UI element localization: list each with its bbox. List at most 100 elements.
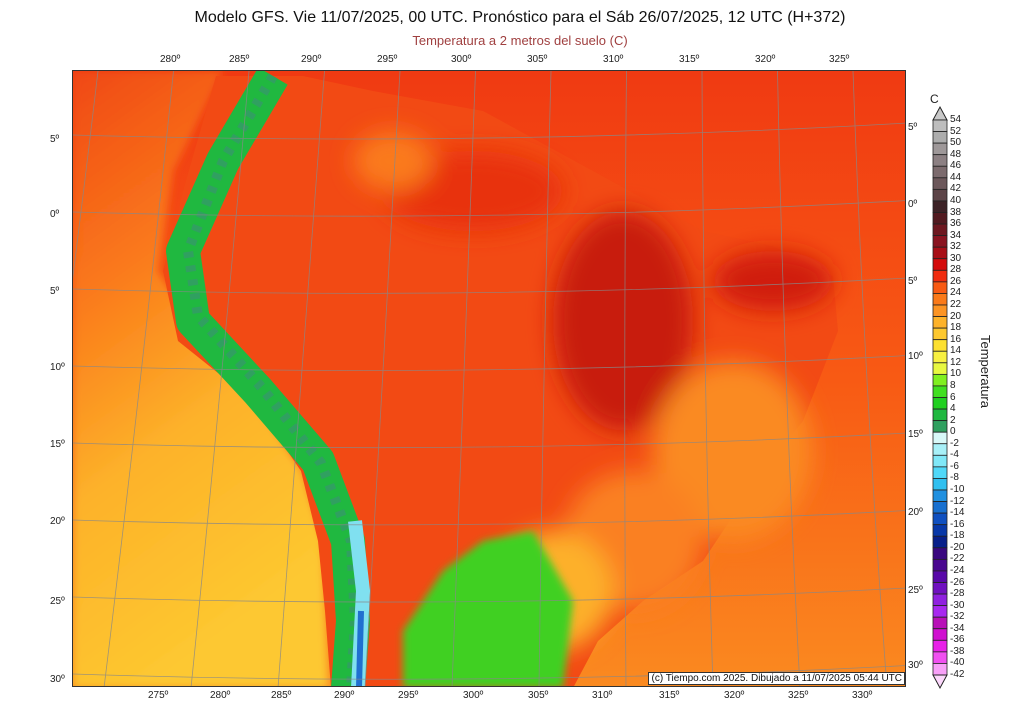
colorbar-label: 20 [950,310,962,322]
colorbar-bin [932,443,948,456]
colorbar-bin [932,223,948,237]
colorbar-label: 42 [950,183,962,195]
left-lat-label: 30º [50,674,65,685]
bottom-lon-label: 305º [528,690,549,701]
right-lat-label: 15º [908,429,923,440]
colorbar-bin [932,200,948,213]
graticule-line [73,277,905,294]
colorbar-label: -4 [950,449,959,461]
left-lat-label: 5º [50,134,60,145]
right-lat-label: 30º [908,660,923,671]
colorbar-label: -20 [950,541,965,553]
colorbar-label: 26 [950,275,962,287]
right-lat-label: 25º [908,585,923,596]
colorbar-bin [932,327,948,341]
colorbar-bin [932,154,948,167]
top-lon-label: 280º [160,54,181,65]
colorbar-label: -2 [950,437,959,449]
top-lon-label: 305º [527,54,548,65]
graticule-line [73,587,905,603]
colorbar-bin [932,212,948,225]
colorbar-bin [932,431,948,445]
bottom-lon-label: 325º [788,690,809,701]
colorbar-label: 14 [950,345,962,357]
colorbar-label: 36 [950,218,962,230]
colorbar-bin [932,663,948,676]
cool-region-south [403,531,573,686]
colorbar [932,105,948,690]
colorbar-bin [932,639,948,653]
colorbar-label: -14 [950,507,965,519]
graticule-line [852,71,888,686]
graticule-line [73,122,905,140]
graticule-line [624,71,627,686]
colorbar-bin [932,547,948,560]
left-lat-label: 10º [50,362,65,373]
andes-highlands [182,73,361,686]
colorbar-bin [932,293,948,306]
colorbar-top-arrow [932,105,948,121]
left-lat-label: 20º [50,516,65,527]
colorbar-label: -36 [950,634,965,646]
colorbar-label: 50 [950,137,962,149]
bottom-lon-label: 315º [659,690,680,701]
bottom-lon-label: 300º [463,690,484,701]
colorbar-unit: C [930,92,939,106]
colorbar-bin [932,582,948,595]
colorbar-bin [932,373,948,387]
colorbar-label: -32 [950,611,965,623]
colorbar-bin [932,454,948,468]
top-lon-label: 295º [377,54,398,65]
bottom-lon-label: 320º [724,690,745,701]
colorbar-bin [932,258,948,271]
colorbar-bin [932,605,948,618]
right-lat-label: 5º [908,122,918,133]
colorbar-label: 30 [950,252,962,264]
colorbar-bin [932,165,948,179]
top-lon-label: 315º [679,54,700,65]
graticule-line [73,200,905,217]
colorbar-title: Temperatura [978,335,993,408]
top-lon-label: 310º [603,54,624,65]
colorbar-bin [932,651,948,664]
graticule-line [103,71,174,686]
right-lat-label: 10º [908,351,923,362]
colorbar-bottom-arrow [932,674,948,690]
bottom-lon-label: 295º [398,690,419,701]
colorbar-label: 16 [950,333,962,345]
colorbar-label: 18 [950,322,962,334]
colorbar-label: -22 [950,553,965,565]
colorbar-bin [932,466,948,479]
colorbar-bin [932,119,948,132]
colorbar-label: -6 [950,460,959,472]
graticule-line [73,355,905,371]
colorbar-label: 32 [950,241,962,253]
colorbar-label: 54 [950,114,962,125]
left-lat-label: 0º [50,209,60,220]
bottom-lon-label: 290º [334,690,355,701]
graticule-line [190,71,250,686]
colorbar-label: -38 [950,645,965,657]
left-lat-label: 5º [50,286,60,297]
map-title: Modelo GFS. Vie 11/07/2025, 00 UTC. Pron… [194,9,846,26]
graticule-line [73,432,905,449]
left-lat-label: 15º [50,439,65,450]
colorbar-bin [932,535,948,549]
colorbar-label: 28 [950,264,962,276]
graticule-line [73,71,99,279]
colorbar-label: -10 [950,484,965,495]
graticule-line [73,510,905,526]
colorbar-label: -26 [950,576,965,588]
colorbar-bin [932,478,948,491]
graticule-line [701,71,714,686]
colorbar-label: -34 [950,622,965,634]
colorbar-label: 4 [950,403,956,415]
map-canvas [73,71,905,686]
temperature-patches [353,131,833,651]
bottom-lon-label: 285º [271,690,292,701]
top-lon-label: 290º [301,54,322,65]
colorbar-label: -16 [950,518,965,530]
colorbar-bin [932,420,948,433]
pacific-ocean [73,71,328,686]
colorbar-bin [932,269,948,283]
